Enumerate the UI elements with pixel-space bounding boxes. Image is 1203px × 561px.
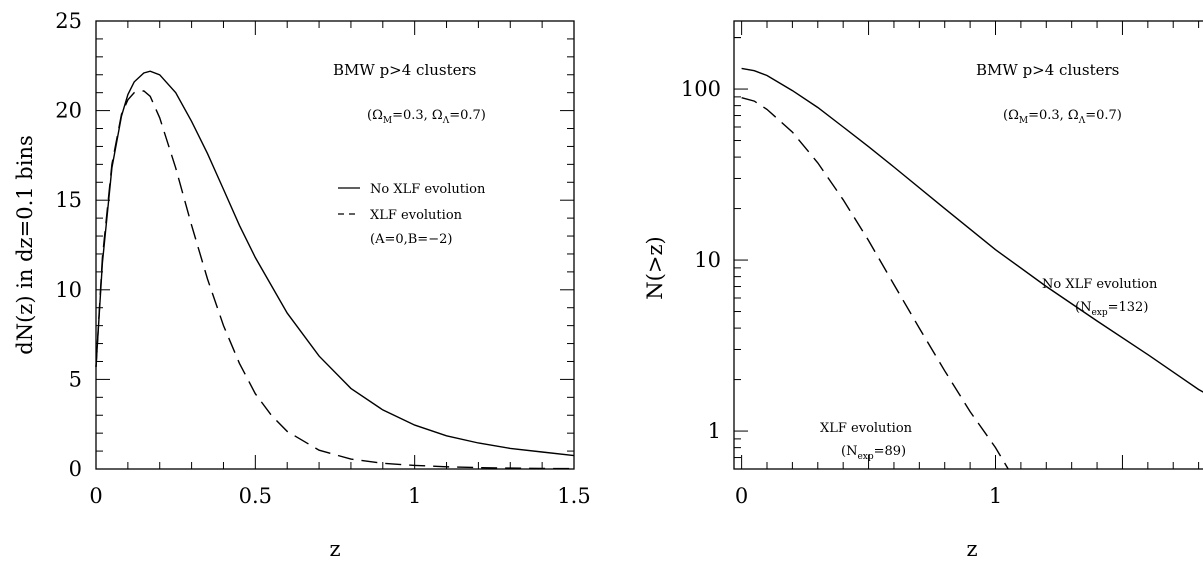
left-y-tick-label: 5	[69, 367, 82, 391]
left-solid-curve	[95, 70, 575, 457]
right-y-tick-label: 100	[681, 77, 721, 101]
left-dashed-curve	[95, 90, 575, 470]
right-x-tick-label: 0	[735, 484, 748, 508]
right-dashed-curve-nexp: (Nexp=89)	[841, 444, 906, 462]
left-legend: No XLF evolution XLF evolution (A=0,B=−2…	[338, 182, 486, 247]
legend-xlf-params: (A=0,B=−2)	[370, 232, 452, 247]
right-y-tick-label: 10	[694, 248, 721, 272]
right-panel: 0 1 1 10 100 N(>z) z BMW p>4 clusters (ΩM=0.…	[643, 20, 1203, 561]
left-y-tick-label: 0	[69, 457, 82, 481]
right-solid-curve-label: No XLF evolution	[1042, 277, 1158, 292]
left-curves	[95, 70, 575, 470]
left-x-tick-label: 1	[408, 484, 421, 508]
right-title-annotation: BMW p>4 clusters	[976, 61, 1119, 79]
right-curves	[741, 67, 1203, 469]
left-x-axis-label: z	[329, 537, 340, 561]
left-title-annotation: BMW p>4 clusters	[333, 61, 476, 79]
right-dashed-curve	[741, 97, 1009, 469]
left-y-tick-label: 20	[55, 99, 82, 123]
right-solid-curve-nexp: (Nexp=132)	[1075, 300, 1148, 318]
left-tick-labels: 0 0.5 1 1.5 0 5 10 15 20 25	[55, 9, 590, 508]
legend-no-xlf-evolution: No XLF evolution	[370, 182, 486, 197]
right-solid-curve	[741, 67, 1203, 393]
right-tick-labels: 0 1 1 10 100	[681, 77, 1002, 508]
left-x-tick-label: 1.5	[557, 484, 590, 508]
right-dashed-curve-label: XLF evolution	[820, 421, 913, 436]
left-y-tick-label: 10	[55, 278, 82, 302]
right-x-axis-label: z	[966, 537, 977, 561]
left-x-tick-label: 0	[89, 484, 102, 508]
right-y-tick-label: 1	[708, 419, 721, 443]
left-x-tick-label: 0.5	[239, 484, 272, 508]
left-y-tick-label: 25	[55, 9, 82, 33]
right-plot-frame	[733, 20, 1203, 470]
left-cosmology-annotation: (ΩM=0.3, ΩΛ=0.7)	[367, 108, 486, 126]
left-ticks	[95, 20, 575, 470]
right-y-axis-label: N(>z)	[643, 236, 667, 299]
right-ticks	[734, 21, 1200, 469]
right-cosmology-annotation: (ΩM=0.3, ΩΛ=0.7)	[1003, 108, 1122, 126]
left-y-tick-label: 15	[55, 188, 82, 212]
left-plot-frame	[95, 20, 575, 470]
right-x-tick-label: 1	[989, 484, 1002, 508]
left-y-axis-label: dN(z) in dz=0.1 bins	[13, 135, 37, 355]
legend-xlf-evolution: XLF evolution	[370, 208, 463, 223]
